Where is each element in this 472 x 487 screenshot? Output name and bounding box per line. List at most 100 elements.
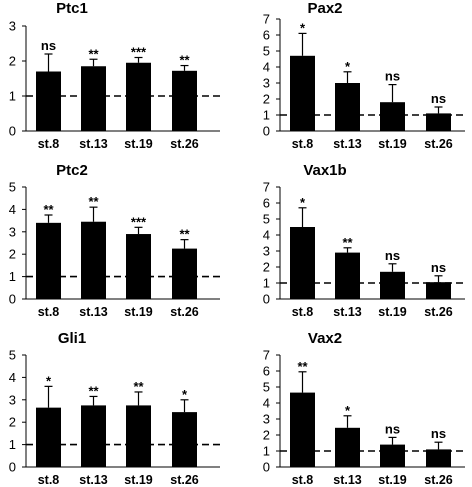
y-tick-label: 1 <box>9 269 16 284</box>
chart-title: Ptc1 <box>56 0 88 17</box>
category-label: st.13 <box>333 137 362 151</box>
category-label: st.8 <box>38 473 60 487</box>
category-label: st.26 <box>424 473 453 487</box>
bar-st.13 <box>335 252 360 299</box>
y-tick-label: 2 <box>9 54 16 69</box>
chart-panel-ptc1: Ptc1 0 1 2 3 ns st.8 ** st.13 *** st.19 ** st.26 <box>9 0 220 151</box>
significance-label: * <box>182 387 188 402</box>
significance-label: ns <box>431 260 446 275</box>
y-tick-label: 0 <box>9 124 16 139</box>
bar-st.13 <box>81 66 106 131</box>
y-tick-label: 3 <box>263 244 270 259</box>
y-tick-label: 2 <box>263 428 270 443</box>
significance-label: * <box>300 20 306 35</box>
category-label: st.19 <box>124 473 153 487</box>
significance-label: ** <box>179 53 190 68</box>
category-label: st.26 <box>170 305 199 319</box>
chart-panel-gli1: Gli1 0 1 2 3 4 5 * st.8 ** st.13 ** st.19 * st.26 <box>9 330 220 487</box>
significance-label: * <box>345 59 351 74</box>
significance-label: ** <box>133 379 144 394</box>
chart-title: Pax2 <box>307 0 342 17</box>
y-tick-label: 2 <box>9 247 16 262</box>
category-label: st.26 <box>170 473 199 487</box>
significance-label: ** <box>88 383 99 398</box>
significance-label: ** <box>88 46 99 61</box>
significance-label: * <box>46 373 52 388</box>
significance-label: *** <box>131 45 147 60</box>
chart-title: Gli1 <box>58 330 86 347</box>
y-tick-label: 3 <box>9 392 16 407</box>
bar-st.26 <box>426 282 451 299</box>
category-label: st.13 <box>333 305 362 319</box>
category-label: st.19 <box>378 305 407 319</box>
y-tick-label: 0 <box>9 292 16 307</box>
y-tick-label: 4 <box>9 370 16 385</box>
y-tick-label: 5 <box>9 348 16 363</box>
chart-title: Vax2 <box>308 330 342 347</box>
category-label: st.19 <box>378 473 407 487</box>
y-tick-label: 5 <box>263 44 270 59</box>
y-tick-label: 2 <box>263 92 270 107</box>
significance-label: ** <box>43 202 54 217</box>
bar-st.19 <box>126 234 151 299</box>
category-label: st.13 <box>79 473 108 487</box>
bar-st.8 <box>36 407 61 467</box>
y-tick-label: 3 <box>9 224 16 239</box>
significance-label: ** <box>297 359 308 374</box>
y-tick-label: 2 <box>9 415 16 430</box>
category-label: st.19 <box>124 305 153 319</box>
bar-st.26 <box>172 70 197 131</box>
bar-st.19 <box>126 405 151 467</box>
y-tick-label: 4 <box>263 60 270 75</box>
y-tick-label: 6 <box>263 28 270 43</box>
significance-label: ns <box>385 69 400 84</box>
y-tick-label: 5 <box>9 180 16 195</box>
bar-st.26 <box>426 449 451 467</box>
category-label: st.19 <box>378 137 407 151</box>
y-tick-label: 2 <box>263 260 270 275</box>
bar-st.8 <box>290 227 315 299</box>
y-tick-label: 6 <box>263 196 270 211</box>
bar-st.13 <box>335 83 360 131</box>
category-label: st.26 <box>170 137 199 151</box>
y-tick-label: 4 <box>263 396 270 411</box>
bar-st.13 <box>81 221 106 299</box>
bar-st.8 <box>290 55 315 131</box>
significance-label: ** <box>342 235 353 250</box>
significance-label: ** <box>88 194 99 209</box>
category-label: st.8 <box>38 305 60 319</box>
bar-st.8 <box>290 392 315 467</box>
category-label: st.8 <box>292 305 314 319</box>
category-label: st.13 <box>79 137 108 151</box>
significance-label: ns <box>41 38 56 53</box>
y-tick-label: 1 <box>9 437 16 452</box>
y-tick-label: 3 <box>263 412 270 427</box>
y-tick-label: 7 <box>263 348 270 363</box>
significance-label: ns <box>431 91 446 106</box>
y-tick-label: 3 <box>9 19 16 34</box>
bar-st.19 <box>380 444 405 467</box>
y-tick-label: 7 <box>263 12 270 27</box>
bar-st.19 <box>380 271 405 299</box>
y-tick-label: 0 <box>263 460 270 475</box>
significance-label: ns <box>431 426 446 441</box>
chart-title: Ptc2 <box>56 162 88 179</box>
y-tick-label: 1 <box>263 276 270 291</box>
category-label: st.8 <box>38 137 60 151</box>
bar-st.19 <box>380 102 405 131</box>
bar-st.26 <box>426 113 451 131</box>
y-tick-label: 6 <box>263 364 270 379</box>
bar-st.19 <box>126 62 151 131</box>
y-tick-label: 0 <box>263 124 270 139</box>
significance-label: *** <box>131 214 147 229</box>
y-tick-label: 4 <box>9 202 16 217</box>
significance-label: ns <box>385 421 400 436</box>
y-tick-label: 7 <box>263 180 270 195</box>
y-tick-label: 3 <box>263 76 270 91</box>
bar-st.26 <box>172 248 197 299</box>
y-tick-label: 5 <box>263 380 270 395</box>
y-tick-label: 1 <box>263 444 270 459</box>
